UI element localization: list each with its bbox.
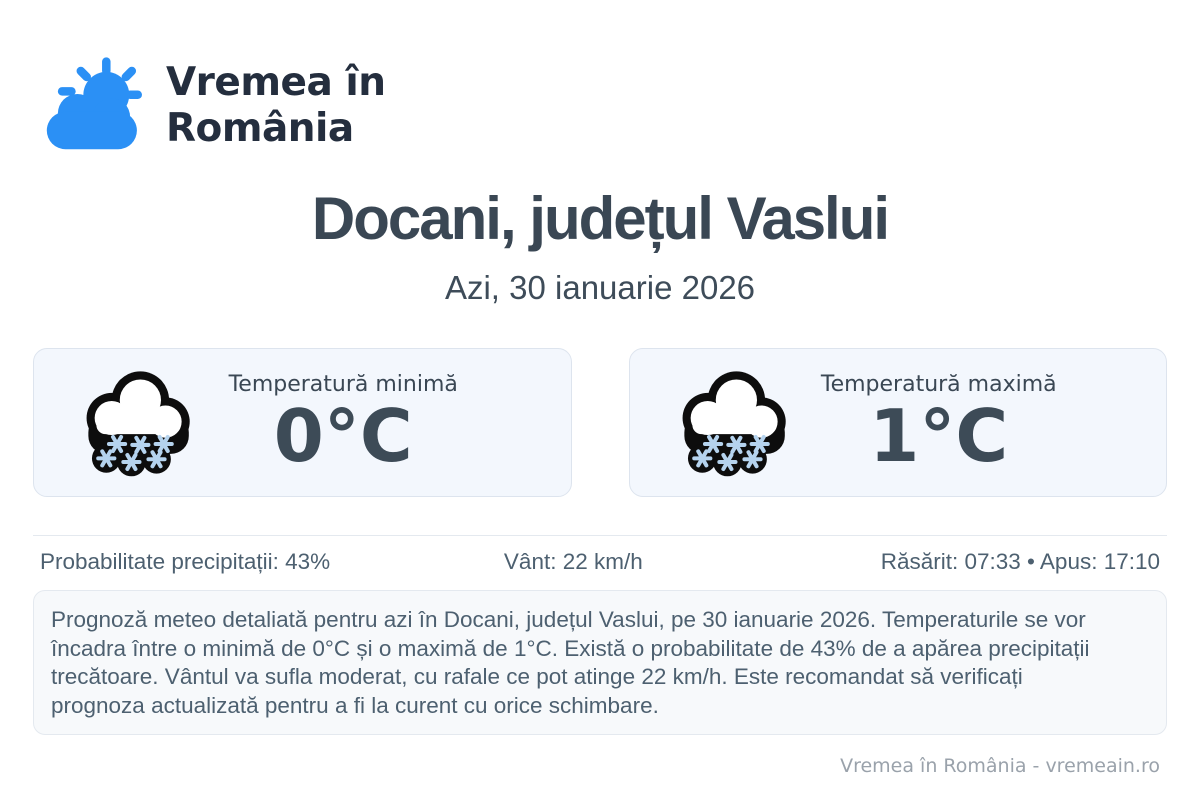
precipitation-stat: Probabilitate precipitații: 43% [40, 549, 331, 574]
min-temperature-label: Temperatură minimă [228, 372, 458, 397]
snow-cloud-icon [670, 366, 792, 479]
sun-cloud-logo-icon [46, 57, 142, 150]
wind-stat: Vânt: 22 km/h [503, 549, 643, 574]
sunrise-sunset-stat: Răsărit: 07:33 • Apus: 17:10 [880, 549, 1161, 574]
forecast-description: Prognoză meteo detaliată pentru azi în D… [33, 590, 1167, 735]
min-temperature-value: 0°C [273, 394, 413, 478]
brand-name-line1: Vremea în [166, 60, 386, 105]
min-temperature-card: Temperatură minimă 0°C [33, 348, 572, 497]
max-temperature-label: Temperatură maximă [820, 372, 1057, 397]
brand-name-line2: România [166, 106, 354, 151]
max-temperature-card: Temperatură maximă 1°C [628, 348, 1167, 497]
snow-cloud-icon [74, 366, 196, 479]
brand-name: Vremea în România [166, 60, 386, 152]
footer-brand-text: Vremea în România - vremeain.ro [840, 755, 1160, 777]
brand-logo[interactable]: Vremea în România [33, 0, 1167, 158]
stats-divider [33, 535, 1167, 536]
stats-row: Probabilitate precipitații: 43% Vânt: 22… [33, 549, 1167, 575]
page-title: Docani, județul Vaslui [311, 185, 890, 252]
temperature-cards: Temperatură minimă 0°C Temperatură maxim… [33, 348, 1167, 497]
max-temperature-text: Temperatură maximă 1°C [792, 372, 1167, 473]
max-temperature-value: 1°C [869, 394, 1009, 478]
date-subtitle: Azi, 30 ianuarie 2026 [444, 269, 756, 306]
min-temperature-text: Temperatură minimă 0°C [196, 372, 571, 473]
